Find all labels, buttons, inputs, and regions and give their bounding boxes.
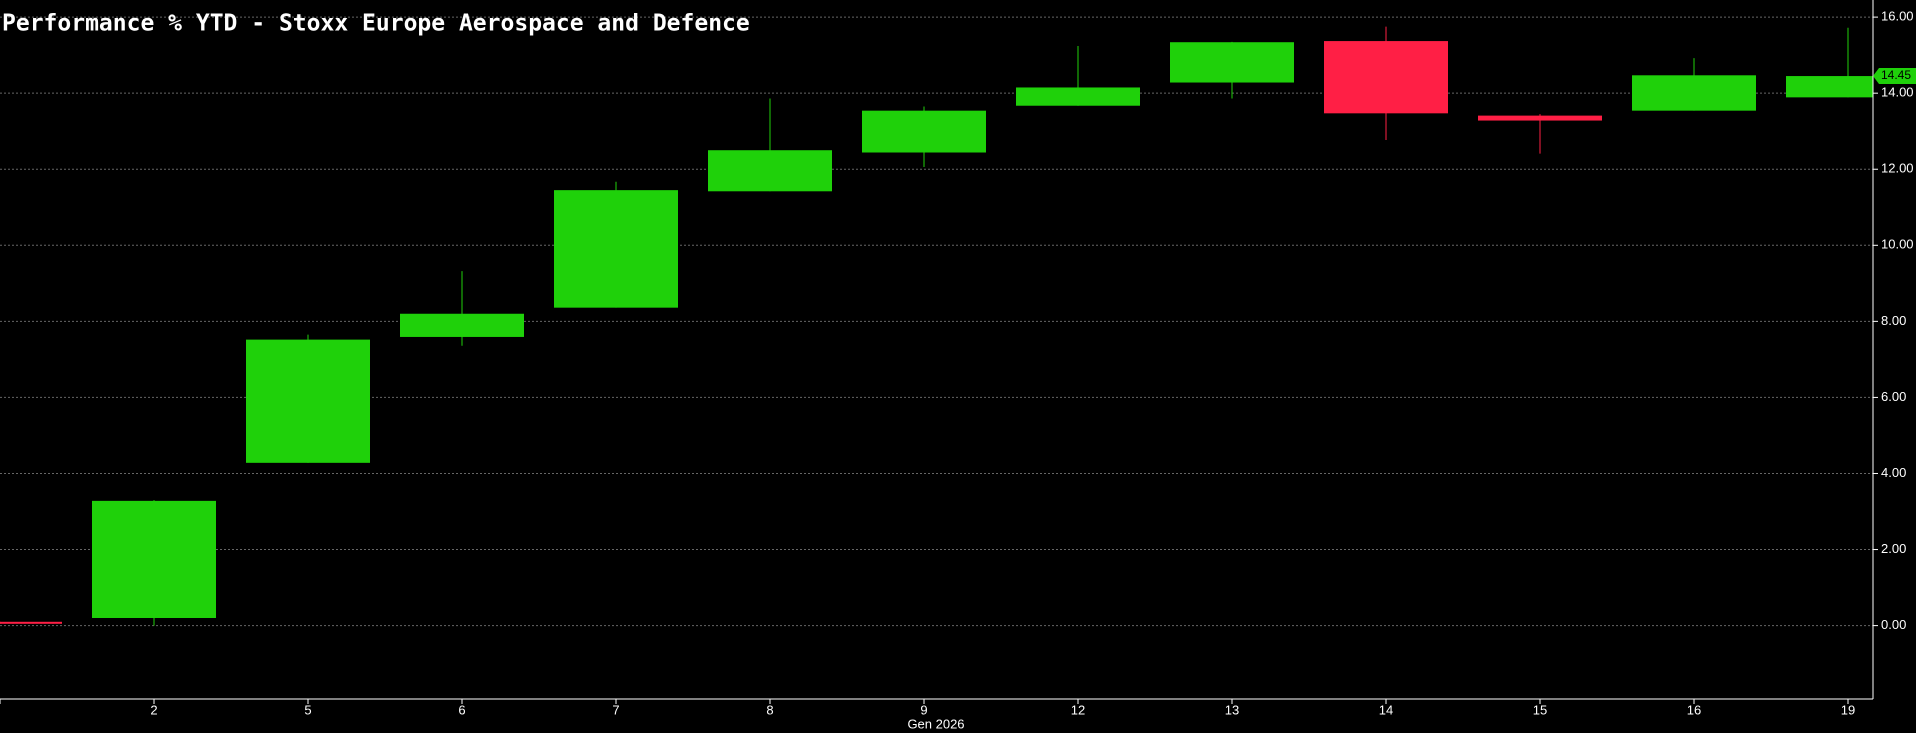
y-tick-label: 2.00 (1881, 541, 1906, 556)
candle-body (554, 190, 678, 308)
last-value-label: 14.45 (1881, 68, 1911, 82)
y-tick-label: 16.00 (1881, 9, 1914, 24)
candle-body (1324, 41, 1448, 114)
candle-body (1170, 42, 1294, 83)
candle-body (1786, 76, 1873, 98)
y-tick-label: 12.00 (1881, 161, 1914, 176)
plot-area (0, 16, 1873, 627)
candle-body (1632, 75, 1756, 111)
candle-body (708, 150, 832, 192)
x-tick-label: 7 (612, 702, 619, 717)
x-tick-label: 9 (920, 702, 927, 717)
x-tick-label: 2 (150, 702, 157, 717)
candle-body (400, 313, 524, 337)
x-tick-label: 12 (1071, 702, 1085, 717)
candle-body (1016, 87, 1140, 106)
x-tick-label: 15 (1533, 702, 1547, 717)
candle-body (246, 339, 370, 463)
y-tick-label: 10.00 (1881, 237, 1914, 252)
x-tick-label: 19 (1841, 702, 1855, 717)
candle-body (0, 621, 62, 624)
y-tick-label: 4.00 (1881, 465, 1906, 480)
x-tick-label: 13 (1225, 702, 1239, 717)
chart-title: Performance % YTD - Stoxx Europe Aerospa… (2, 11, 750, 37)
y-tick-label: 8.00 (1881, 313, 1906, 328)
x-axis-label: Gen 2026 (907, 716, 964, 731)
y-tick-label: 14.00 (1881, 85, 1914, 100)
x-tick-label: 16 (1687, 702, 1701, 717)
x-tick-label: 14 (1379, 702, 1393, 717)
x-tick-label: 5 (304, 702, 311, 717)
candle-body (1478, 115, 1602, 121)
x-tick-label: 8 (766, 702, 773, 717)
y-tick-label: 6.00 (1881, 389, 1906, 404)
candle-body (92, 500, 216, 618)
y-tick-label: 0.00 (1881, 617, 1906, 632)
x-tick-label: 6 (458, 702, 465, 717)
candle-body (862, 110, 986, 153)
last-value-badge (1873, 68, 1916, 85)
